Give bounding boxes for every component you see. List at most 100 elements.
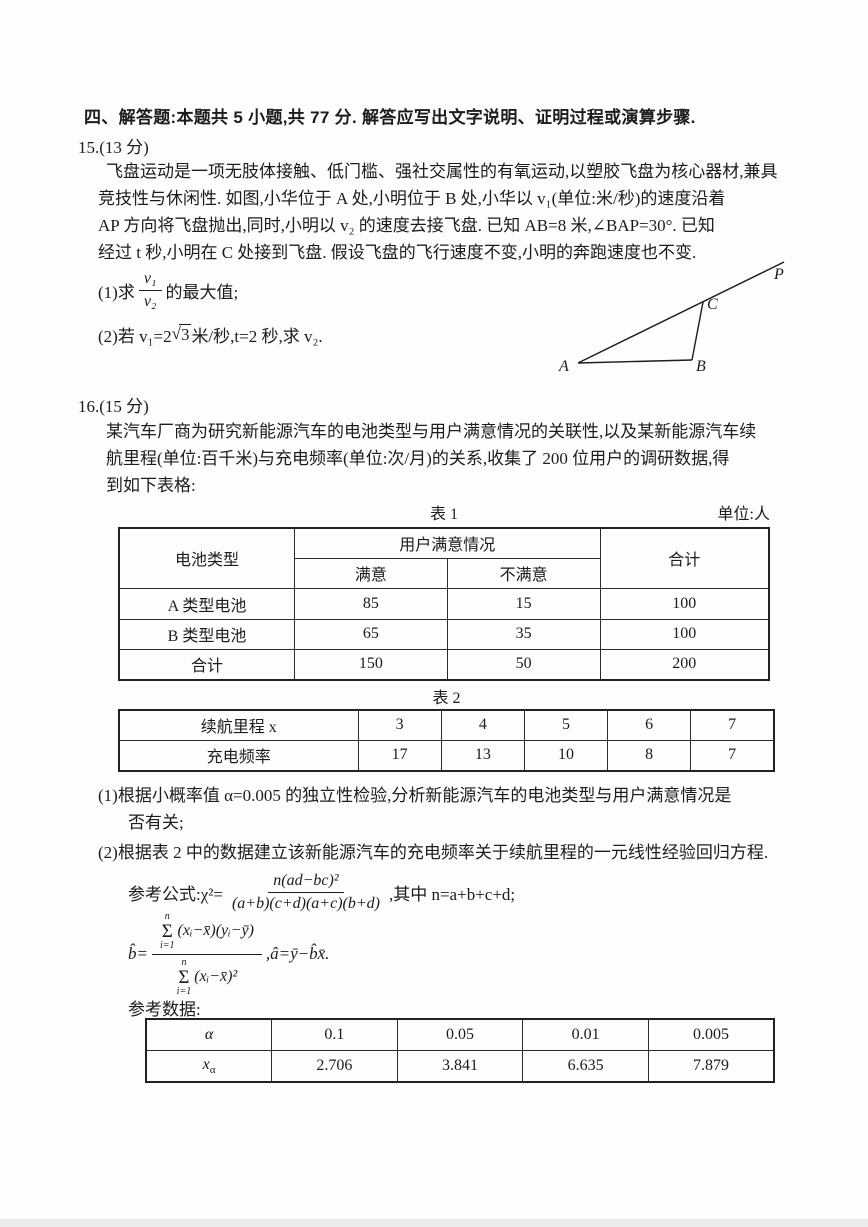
v1-over-v2-fraction: v₁ v₂ (138, 269, 162, 312)
chi-formula-suffix: ,其中 n=a+b+c+d; (388, 884, 516, 904)
table1-header-battery-type: 电池类型 (118, 527, 295, 589)
line-AP (577, 261, 785, 364)
scan-edge-shadow (0, 1219, 868, 1227)
summation-symbol: n Σ i=1 (159, 910, 175, 951)
chi-fraction-numerator: n(ad−bc)² (268, 871, 344, 893)
sum-lower-limit: i=1 (159, 939, 175, 951)
battery-satisfaction-table: 电池类型 用户满意情况 合计 满意 不满意 A 类型电池 85 15 100 B… (118, 527, 770, 681)
denominator-body: (xᵢ−x̄)² (194, 968, 238, 985)
problem-16-line: 航里程(单位:百千米)与充电频率(单位:次/月)的关系,收集了 200 位用户的… (106, 449, 730, 468)
problem-15-question-1: (1)求 v₁ v₂ 的最大值; (98, 264, 238, 316)
q16-1-line: 否有关; (128, 813, 184, 832)
problem-15-line: 飞盘运动是一项无肢体接触、低门槛、强社交属性的有氧运动,以塑胶飞盘为核心器材,兼… (106, 162, 778, 181)
chi-fraction-denominator: (a+b)(c+d)(a+c)(b+d) (231, 894, 380, 912)
table2-cell: 8 (607, 739, 692, 772)
table2-cell: 5 (523, 709, 609, 741)
table1-header-unsatisfied: 不满意 (446, 557, 601, 589)
table1-cell: 65 (294, 618, 448, 650)
chi-square-formula: 参考公式:χ²= n(ad−bc)² (a+b)(c+d)(a+c)(b+d) … (128, 866, 515, 918)
table1-unit-label: 单位:人 (717, 506, 770, 523)
q2-prefix: (2)若 v₁=2 (98, 327, 172, 346)
sigma-icon: Σ (178, 966, 190, 988)
table-row: α 0.1 0.05 0.01 0.005 (145, 1018, 775, 1051)
square-root: √ 3 (172, 324, 192, 345)
problem-16-question-2: (2)根据表 2 中的数据建立该新能源汽车的充电频率关于续航里程的一元线性经验回… (98, 843, 769, 862)
reference-data-label: 参考数据: (128, 1000, 201, 1019)
regression-coefficient-formula: b̂= n Σ i=1 (xᵢ−x̄)(yᵢ−ȳ) n Σ i=1 (xᵢ−x̄… (128, 910, 330, 996)
range-frequency-table: 续航里程 x 3 4 5 6 7 充电频率 17 13 10 8 7 (118, 709, 775, 772)
table2-cell: 7 (690, 709, 775, 741)
problem-15-body: 飞盘运动是一项无肢体接触、低门槛、强社交属性的有氧运动,以塑胶飞盘为核心器材,兼… (98, 158, 778, 266)
table2-cell: 17 (357, 739, 442, 772)
table-row: B 类型电池 65 35 100 (118, 618, 770, 650)
table1-cell: 合计 (118, 648, 295, 681)
table2-row1-label: 续航里程 x (118, 709, 359, 741)
table1-cell: 200 (599, 648, 770, 681)
table-row: xα 2.706 3.841 6.635 7.879 (145, 1049, 775, 1083)
x-subscript: α (209, 1063, 216, 1076)
table1-header-total: 合计 (599, 527, 770, 589)
table1-cell: 150 (294, 648, 448, 681)
problem-15-line: 经过 t 秒,小明在 C 处接到飞盘. 假设飞盘的飞行速度不变,小明的奔跑速度也… (98, 243, 697, 262)
table2-cell: 4 (440, 709, 525, 741)
critical-values-table: α 0.1 0.05 0.01 0.005 xα 2.706 3.841 6.6… (145, 1018, 775, 1083)
table2-cell: 3 (357, 709, 442, 741)
line-BC (691, 301, 704, 361)
table1-cell: A 类型电池 (118, 587, 295, 620)
problem-16-line: 到如下表格: (106, 476, 196, 495)
sum-lower-limit: i=1 (176, 985, 192, 997)
table3-cell: 0.01 (522, 1018, 649, 1051)
triangle-diagram: A B C P (558, 261, 785, 375)
table1-cell: 35 (446, 618, 601, 650)
table1-cell: 85 (294, 587, 448, 620)
table2-cell: 13 (440, 739, 525, 772)
problem-16-line: 某汽车厂商为研究新能源汽车的电池类型与用户满意情况的关联性,以及某新能源汽车续 (106, 422, 757, 441)
table-row: 充电频率 17 13 10 8 7 (118, 739, 775, 772)
problem-15-line: AP 方向将飞盘抛出,同时,小明以 v₂ 的速度去接飞盘. 已知 AB=8 米,… (98, 216, 715, 235)
table3-cell: 0.1 (271, 1018, 398, 1051)
problem-15-line: 竞技性与休闲性. 如图,小华位于 A 处,小明位于 B 处,小华以 v₁(单位:… (98, 189, 726, 208)
table1-cell: 50 (446, 648, 601, 681)
table2-cell: 7 (690, 739, 775, 772)
table1-cell: 100 (599, 587, 770, 620)
table3-cell: 2.706 (271, 1049, 398, 1083)
b-fraction-numerator: n Σ i=1 (xᵢ−x̄)(yᵢ−ȳ) (151, 910, 262, 955)
section-header: 四、解答题:本题共 5 小题,共 77 分. 解答应写出文字说明、证明过程或演算… (84, 108, 696, 127)
q1-suffix: 的最大值; (165, 282, 239, 302)
table3-cell: 6.635 (522, 1049, 649, 1083)
fraction-numerator: v₁ (138, 269, 162, 291)
b-formula-suffix: ,â=ȳ−b̂x̄. (265, 944, 330, 963)
sum-upper-limit: n (164, 910, 170, 922)
numerator-body: (xᵢ−x̄)(yᵢ−ȳ) (177, 922, 254, 939)
table1-caption: 表 1 (429, 506, 458, 523)
problem-16-body: 某汽车厂商为研究新能源汽车的电池类型与用户满意情况的关联性,以及某新能源汽车续 … (106, 418, 756, 499)
table-row: A 类型电池 85 15 100 (118, 587, 770, 620)
table2-row2-label: 充电频率 (118, 739, 359, 772)
vertex-label-A: A (558, 358, 569, 375)
table3-cell: 0.005 (647, 1018, 775, 1051)
q2-suffix: 米/秒,t=2 秒,求 v₂. (191, 327, 323, 346)
x-base: x (202, 1055, 210, 1073)
line-AB (577, 359, 693, 364)
sigma-icon: Σ (161, 920, 173, 942)
chi-formula-fraction: n(ad−bc)² (a+b)(c+d)(a+c)(b+d) (227, 871, 385, 914)
fraction-denominator: v₂ (143, 292, 157, 310)
table1-cell: 15 (446, 587, 601, 620)
table2-cell: 10 (523, 739, 609, 772)
q16-1-line: (1)根据小概率值 α=0.005 的独立性检验,分析新能源汽车的电池类型与用户… (98, 786, 732, 805)
table1-header-satisfaction-group: 用户满意情况 (294, 527, 601, 559)
problem-16-heading: 16.(15 分) (78, 397, 149, 416)
table-row: 续航里程 x 3 4 5 6 7 (118, 709, 775, 741)
b-formula-prefix: b̂= (128, 944, 148, 963)
sum-upper-limit: n (181, 956, 187, 968)
problem-15-heading: 15.(13 分) (78, 138, 149, 157)
summation-symbol: n Σ i=1 (176, 956, 192, 997)
table2-cell: 6 (607, 709, 692, 741)
table3-x-alpha-label: xα (145, 1049, 273, 1083)
table3-cell: 3.841 (396, 1049, 524, 1083)
vertex-label-B: B (696, 358, 706, 375)
q1-prefix: (1)求 (98, 282, 135, 302)
b-fraction-denominator: n Σ i=1 (xᵢ−x̄)² (177, 955, 238, 997)
table1-cell: 100 (599, 618, 770, 650)
problem-15-question-2: (2)若 v₁=2 √ 3 米/秒,t=2 秒,求 v₂. (98, 322, 323, 347)
